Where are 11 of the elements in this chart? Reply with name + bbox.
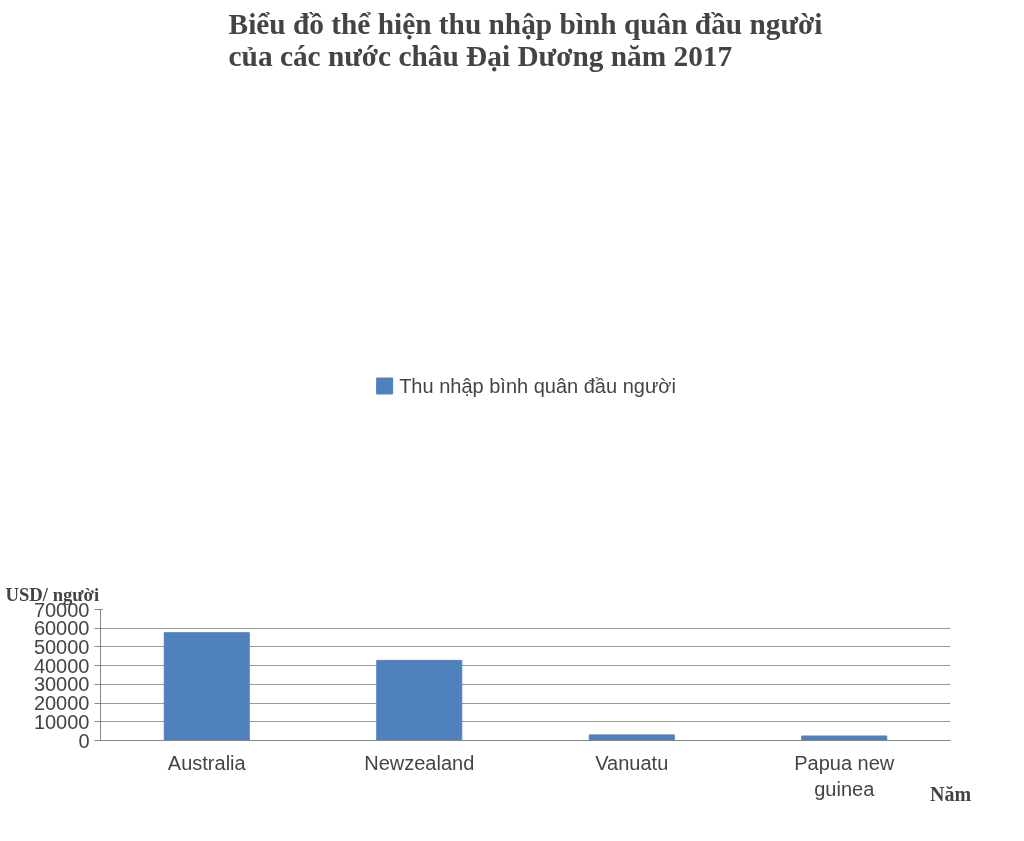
bar — [801, 735, 888, 741]
bar — [163, 632, 250, 741]
legend-label: Thu nhập bình quân đầu người — [399, 374, 676, 398]
bar — [588, 734, 675, 741]
x-tick-label: Australia — [167, 751, 247, 774]
x-tick-label: Vanuatu — [595, 751, 669, 774]
bar — [376, 659, 463, 741]
x-tick-label: Papua new guinea — [794, 751, 895, 800]
x-tick-label: Newzealand — [364, 751, 475, 774]
x-axis-title: Năm — [929, 782, 972, 805]
chart-title: Biểu đồ thể hiện thu nhập bình quân đầu người của các nước châu Đại Dương năm 2017 — [228, 7, 823, 72]
